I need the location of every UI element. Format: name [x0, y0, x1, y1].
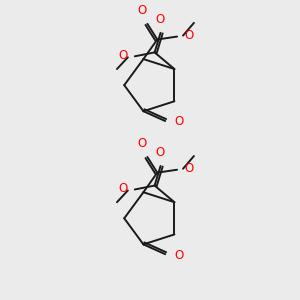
- Text: O: O: [184, 29, 193, 42]
- Text: O: O: [155, 146, 164, 159]
- Text: O: O: [138, 4, 147, 17]
- Text: O: O: [174, 249, 183, 262]
- Text: O: O: [174, 116, 183, 128]
- Text: O: O: [118, 49, 128, 62]
- Text: O: O: [118, 182, 128, 195]
- Text: O: O: [184, 162, 193, 175]
- Text: O: O: [138, 137, 147, 150]
- Text: O: O: [155, 13, 164, 26]
